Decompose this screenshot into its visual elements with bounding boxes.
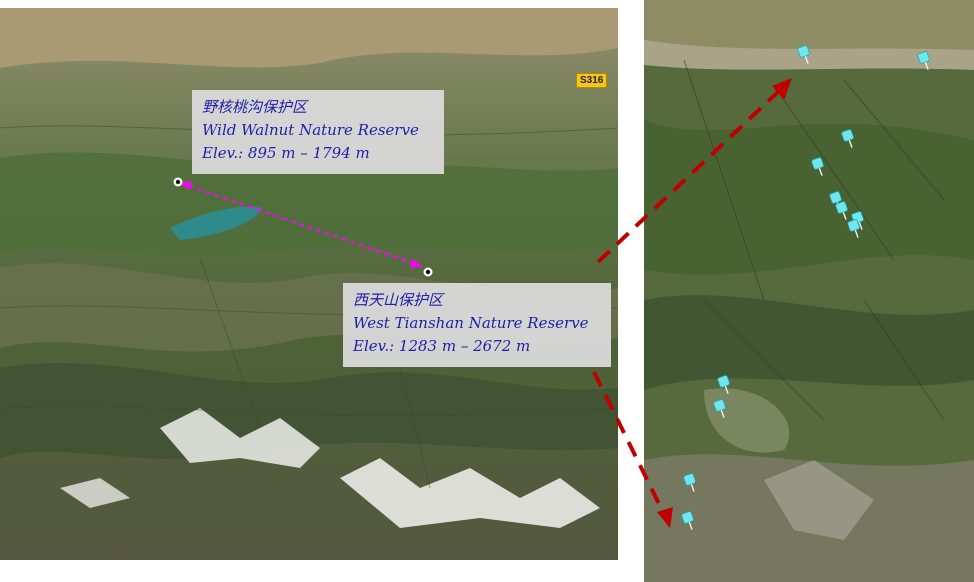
walnut-reserve-label: 野核桃沟保护区 Wild Walnut Nature Reserve Elev.…	[192, 90, 444, 174]
right-zoomed-map	[644, 0, 974, 582]
connector-arrowhead-end	[410, 259, 422, 268]
walnut-name-cn: 野核桃沟保护区	[202, 98, 308, 116]
tianshan-reserve-label: 西天山保护区 West Tianshan Nature Reserve Elev…	[343, 283, 611, 367]
tianshan-elevation: Elev.: 1283 m – 2672 m	[353, 337, 531, 355]
road-shield-icon: S316	[576, 73, 608, 88]
connector-arrowhead-start	[180, 181, 192, 190]
connector-line	[179, 182, 423, 267]
location-marker-icon	[423, 267, 433, 277]
tianshan-name-en: West Tianshan Nature Reserve	[353, 314, 589, 332]
tianshan-name-cn: 西天山保护区	[353, 291, 444, 309]
walnut-elevation: Elev.: 895 m – 1794 m	[202, 144, 370, 162]
walnut-name-en: Wild Walnut Nature Reserve	[202, 121, 419, 139]
location-marker-icon	[173, 177, 183, 187]
right-terrain	[644, 0, 974, 582]
